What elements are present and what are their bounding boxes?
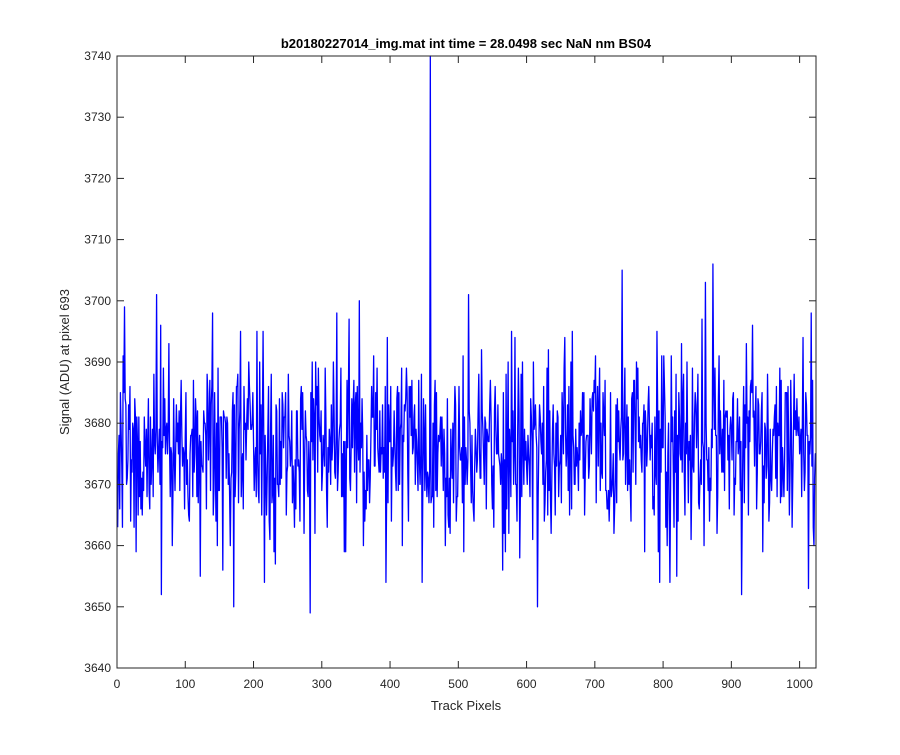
x-tick-label: 1000 bbox=[786, 677, 813, 691]
x-tick-label: 800 bbox=[653, 677, 673, 691]
y-axis-label: Signal (ADU) at pixel 693 bbox=[57, 289, 72, 435]
x-tick-label: 600 bbox=[517, 677, 537, 691]
y-tick-label: 3670 bbox=[84, 477, 111, 491]
x-axis: 0 100 200 300 400 500 600 700 800 900 1000 bbox=[114, 56, 813, 691]
x-tick-label: 200 bbox=[244, 677, 264, 691]
x-tick-label: 300 bbox=[312, 677, 332, 691]
y-tick-label: 3660 bbox=[84, 539, 111, 553]
signal-series-line bbox=[117, 55, 816, 614]
x-tick-label: 900 bbox=[721, 677, 741, 691]
y-tick-label: 3720 bbox=[84, 171, 111, 185]
x-tick-label: 100 bbox=[175, 677, 195, 691]
x-axis-label: Track Pixels bbox=[431, 698, 502, 713]
x-tick-label: 700 bbox=[585, 677, 605, 691]
x-tick-label: 500 bbox=[448, 677, 468, 691]
plot-area bbox=[117, 56, 816, 668]
x-tick-label: 400 bbox=[380, 677, 400, 691]
y-tick-label: 3710 bbox=[84, 233, 111, 247]
y-tick-label: 3650 bbox=[84, 600, 111, 614]
chart-title: b20180227014_img.mat int time = 28.0498 … bbox=[281, 36, 652, 51]
series-layer bbox=[117, 55, 816, 614]
y-axis: 3640 3650 3660 3670 3680 3690 3700 3710 3720 3730… bbox=[84, 49, 816, 675]
y-tick-label: 3690 bbox=[84, 355, 111, 369]
x-tick-label: 0 bbox=[114, 677, 121, 691]
y-tick-label: 3680 bbox=[84, 416, 111, 430]
y-tick-label: 3640 bbox=[84, 661, 111, 675]
y-tick-label: 3700 bbox=[84, 294, 111, 308]
y-tick-label: 3740 bbox=[84, 49, 111, 63]
y-tick-label: 3730 bbox=[84, 110, 111, 124]
